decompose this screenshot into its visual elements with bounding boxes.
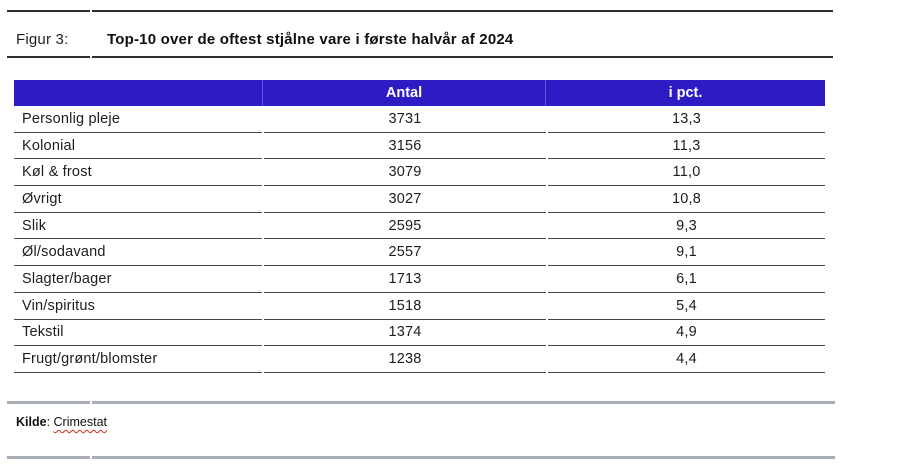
cell-category: Tekstil	[14, 320, 262, 347]
cell-antal: 1374	[264, 320, 546, 347]
cell-pct: 4,4	[548, 346, 825, 373]
title-underline-rule	[7, 56, 833, 58]
cell-pct: 11,3	[548, 133, 825, 160]
cell-category: Vin/spiritus	[14, 293, 262, 320]
cell-pct: 4,9	[548, 320, 825, 347]
top-rule-line	[7, 10, 833, 12]
header-pct: i pct.	[546, 80, 825, 106]
rule-segment	[7, 10, 90, 12]
cell-antal: 3027	[264, 186, 546, 213]
table-row: Slik 2595 9,3	[14, 213, 825, 240]
rule-segment	[7, 56, 90, 58]
header-antal: Antal	[263, 80, 545, 106]
cell-pct: 13,3	[548, 106, 825, 133]
cell-category: Øl/sodavand	[14, 239, 262, 267]
cell-pct: 9,3	[548, 213, 825, 240]
cell-pct: 9,1	[548, 239, 825, 267]
cell-pct: 6,1	[548, 266, 825, 293]
table-row: Vin/spiritus 1518 5,4	[14, 293, 825, 320]
table-row: Personlig pleje 3731 13,3	[14, 106, 825, 133]
table-row: Øl/sodavand 2557 9,1	[14, 239, 825, 267]
source-separator: :	[46, 415, 54, 429]
table-row: Frugt/grønt/blomster 1238 4,4	[14, 346, 825, 373]
cell-antal: 3156	[264, 133, 546, 160]
footer-rule	[7, 456, 835, 459]
cell-category: Slagter/bager	[14, 266, 262, 293]
cell-category: Øvrigt	[14, 186, 262, 213]
cell-pct: 10,8	[548, 186, 825, 213]
cell-category: Frugt/grønt/blomster	[14, 346, 262, 373]
cell-pct: 11,0	[548, 159, 825, 187]
cell-category: Kolonial	[14, 133, 262, 160]
rule-segment	[92, 456, 835, 459]
rule-segment	[7, 401, 90, 404]
table-header-row: Antal i pct.	[14, 80, 825, 106]
rule-segment	[92, 10, 833, 12]
cell-antal: 2595	[264, 213, 546, 240]
cell-pct: 5,4	[548, 293, 825, 320]
rule-segment	[7, 456, 90, 459]
table-row: Kolonial 3156 11,3	[14, 133, 825, 160]
figure-title: Top-10 over de oftest stjålne vare i før…	[107, 31, 514, 48]
rule-segment	[92, 401, 835, 404]
cell-antal: 3079	[264, 159, 546, 187]
cell-antal: 1713	[264, 266, 546, 293]
table-row: Slagter/bager 1713 6,1	[14, 266, 825, 293]
cell-category: Slik	[14, 213, 262, 240]
table-row: Tekstil 1374 4,9	[14, 320, 825, 347]
table-row: Køl & frost 3079 11,0	[14, 159, 825, 187]
cell-antal: 1238	[264, 346, 546, 373]
source-value-misspelled: Crimestat	[53, 415, 107, 429]
source-label: Kilde	[16, 415, 47, 429]
header-category	[14, 80, 262, 106]
figure-number-label: Figur 3:	[16, 31, 69, 48]
table-row: Øvrigt 3027 10,8	[14, 186, 825, 213]
cell-antal: 3731	[264, 106, 546, 133]
cell-category: Personlig pleje	[14, 106, 262, 133]
rule-segment	[92, 56, 833, 58]
top10-stolen-goods-table: Antal i pct. Personlig pleje 3731 13,3 K…	[14, 80, 825, 373]
cell-category: Køl & frost	[14, 159, 262, 187]
cell-antal: 2557	[264, 239, 546, 267]
cell-antal: 1518	[264, 293, 546, 320]
table-bottom-rule	[7, 401, 835, 404]
source-line: Kilde: Crimestat	[16, 415, 107, 429]
